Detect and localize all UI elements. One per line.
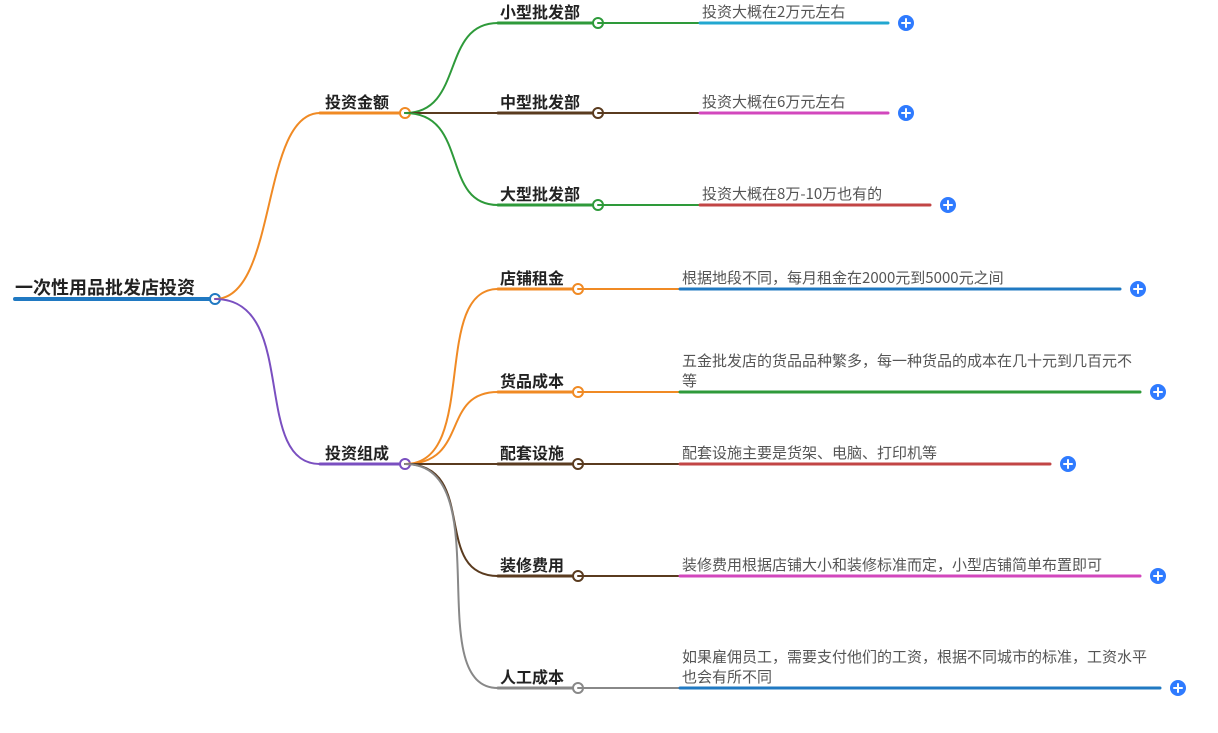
level2-node: 中型批发部	[500, 89, 580, 113]
mindmap-canvas: 一次性用品批发店投资 投资金额 小型批发部 投资大概在2万元左右中型批发部 投资大概在6…	[0, 0, 1218, 733]
expand-plus-icon[interactable]	[898, 15, 914, 31]
leaf-node: 投资大概在2万元左右	[702, 1, 845, 22]
leaf-node: 根据地段不同，每月租金在2000元到5000元之间	[682, 267, 1004, 288]
leaf-node: 投资大概在6万元左右	[702, 91, 845, 112]
branch	[405, 289, 498, 464]
branch	[405, 392, 498, 464]
branch	[215, 113, 320, 299]
leaf-node: 如果雇佣员工，需要支付他们的工资，根据不同城市的标准，工资水平也会有所不同	[682, 646, 1147, 687]
leaf-node: 装修费用根据店铺大小和装修标准而定，小型店铺简单布置即可	[682, 554, 1102, 575]
leaf-node: 五金批发店的货品品种繁多，每一种货品的成本在几十元到几百元不等	[682, 350, 1132, 391]
level1-node: 投资组成	[325, 440, 389, 464]
expand-plus-icon[interactable]	[1170, 680, 1186, 696]
root-node: 一次性用品批发店投资	[15, 274, 195, 300]
expand-plus-icon[interactable]	[1150, 568, 1166, 584]
level2-node: 店铺租金	[500, 265, 564, 289]
level1-node: 投资金额	[325, 89, 389, 113]
level2-node: 人工成本	[500, 664, 564, 688]
expand-plus-icon[interactable]	[898, 105, 914, 121]
branch	[405, 113, 498, 205]
expand-plus-icon[interactable]	[1060, 456, 1076, 472]
expand-plus-icon[interactable]	[1130, 281, 1146, 297]
level2-node: 装修费用	[500, 552, 564, 576]
expand-plus-icon[interactable]	[940, 197, 956, 213]
level2-node: 小型批发部	[500, 0, 580, 23]
branch	[405, 23, 498, 113]
level2-node: 配套设施	[500, 440, 564, 464]
branch	[405, 464, 498, 576]
level2-node: 大型批发部	[500, 181, 580, 205]
leaf-node: 投资大概在8万-10万也有的	[702, 183, 882, 204]
branch	[405, 464, 498, 688]
branch	[215, 299, 320, 464]
leaf-node: 配套设施主要是货架、电脑、打印机等	[682, 442, 937, 463]
expand-plus-icon[interactable]	[1150, 384, 1166, 400]
level2-node: 货品成本	[500, 368, 564, 392]
